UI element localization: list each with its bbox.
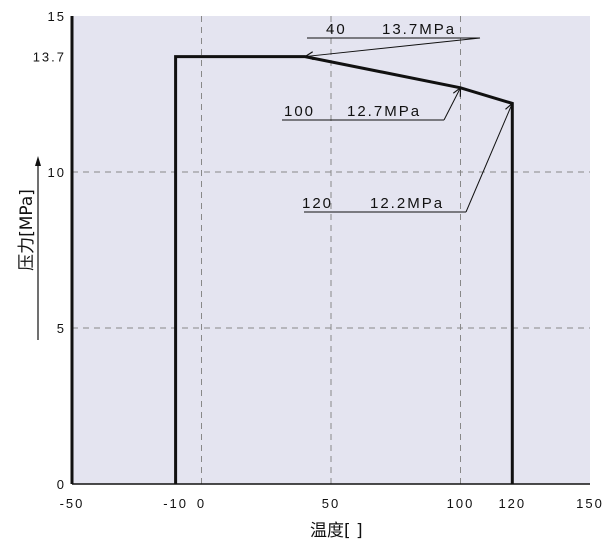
x-tick-label: 50 xyxy=(322,496,340,511)
annotation-x-value: 120 xyxy=(302,195,333,212)
annotation-layer: 40 13.7MPa 100 12.7MPa 120 12.2MPa xyxy=(282,21,514,213)
annotation-leader xyxy=(305,37,481,58)
x-tick-label: -50 xyxy=(60,496,85,511)
series-line xyxy=(174,55,514,484)
x-tick-label: 0 xyxy=(197,496,206,511)
annotation-x-value: 40 xyxy=(326,21,347,38)
annotation-pressure-value: 12.7MPa xyxy=(347,103,421,120)
x-tick-label: 150 xyxy=(576,496,604,511)
x-tick-label: 100 xyxy=(447,496,475,511)
annotation-arrowhead xyxy=(452,86,462,97)
x-tick-label: -10 xyxy=(163,496,188,511)
y-axis-arrow xyxy=(35,156,41,340)
x-tick-labels: -50 -10 0 50 100 120 150 xyxy=(60,496,604,511)
annotation-leader xyxy=(443,87,461,121)
y-tick-label: 5 xyxy=(57,321,66,336)
y-tick-labels: 0 5 10 13.7 15 xyxy=(33,9,66,492)
annotation-pressure-value: 13.7MPa xyxy=(382,21,456,38)
y-axis-label: 压力[MPa] xyxy=(17,189,37,271)
y-tick-label: 10 xyxy=(48,165,66,180)
annotation-x-value: 100 xyxy=(284,103,315,120)
axes xyxy=(70,16,590,485)
annotation-arrowhead xyxy=(505,102,514,113)
y-tick-label: 13.7 xyxy=(33,50,66,65)
annotation-arrowhead xyxy=(303,51,314,61)
y-arrow-head xyxy=(35,156,41,166)
y-tick-label: 0 xyxy=(57,477,66,492)
x-axis-label: 温度[ ] xyxy=(310,521,363,541)
annotation-leader xyxy=(465,103,513,213)
annotation-pressure-value: 12.2MPa xyxy=(370,195,444,212)
y-tick-label: 15 xyxy=(48,9,66,24)
x-tick-label: 120 xyxy=(498,496,526,511)
series-layer xyxy=(174,55,514,484)
